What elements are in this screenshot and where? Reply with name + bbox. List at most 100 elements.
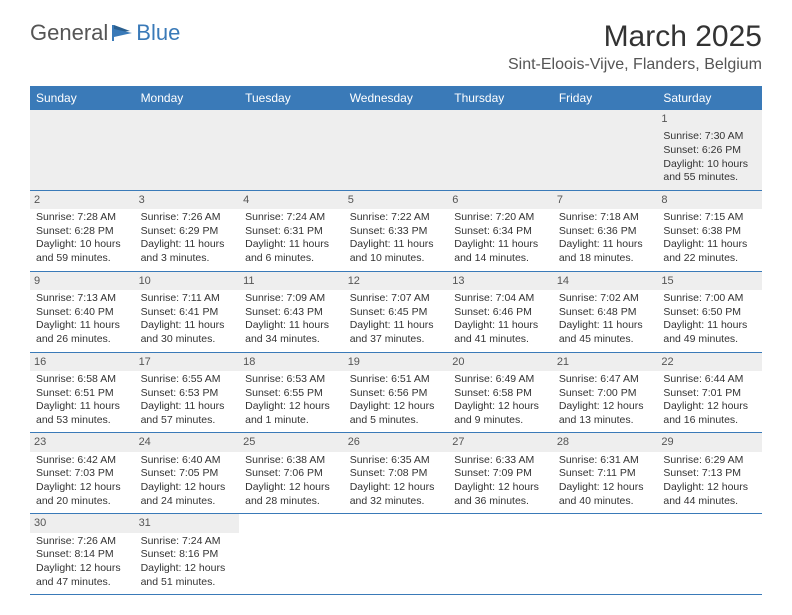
daylight-text: and 47 minutes. <box>36 576 129 590</box>
daylight-text: and 14 minutes. <box>454 252 547 266</box>
calendar-cell: 26Sunrise: 6:35 AMSunset: 7:08 PMDayligh… <box>344 433 449 514</box>
sunset-text: Sunset: 7:11 PM <box>559 467 652 481</box>
weekday-header: Monday <box>135 86 240 110</box>
sunrise-text: Sunrise: 7:11 AM <box>141 292 234 306</box>
sunrise-text: Sunrise: 7:00 AM <box>663 292 756 306</box>
sunrise-text: Sunrise: 6:53 AM <box>245 373 338 387</box>
daylight-text: and 9 minutes. <box>454 414 547 428</box>
day-number: 15 <box>657 272 762 290</box>
sunrise-text: Sunrise: 6:47 AM <box>559 373 652 387</box>
calendar-cell <box>239 110 344 190</box>
sunrise-text: Sunrise: 6:42 AM <box>36 454 129 468</box>
daylight-text: and 26 minutes. <box>36 333 129 347</box>
sunset-text: Sunset: 7:08 PM <box>350 467 443 481</box>
calendar-cell: 19Sunrise: 6:51 AMSunset: 6:56 PMDayligh… <box>344 352 449 433</box>
sunrise-text: Sunrise: 7:26 AM <box>36 535 129 549</box>
day-number: 18 <box>239 353 344 371</box>
month-title: March 2025 <box>508 20 762 54</box>
weekday-header: Thursday <box>448 86 553 110</box>
daylight-text: and 30 minutes. <box>141 333 234 347</box>
calendar-cell: 15 Sunrise: 7:00 AMSunset: 6:50 PMDayligh… <box>657 271 762 352</box>
daylight-text: Daylight: 11 hours <box>245 238 338 252</box>
day-number: 25 <box>239 433 344 451</box>
daylight-text: Daylight: 12 hours <box>141 481 234 495</box>
day-number: 31 <box>135 514 240 532</box>
sunset-text: Sunset: 6:46 PM <box>454 306 547 320</box>
sunrise-text: Sunrise: 7:24 AM <box>141 535 234 549</box>
header: General Blue March 2025 Sint-Eloois-Vijv… <box>30 20 762 74</box>
sunset-text: Sunset: 6:50 PM <box>663 306 756 320</box>
brand-logo: General Blue <box>30 20 180 46</box>
calendar-cell: 16Sunrise: 6:58 AMSunset: 6:51 PMDayligh… <box>30 352 135 433</box>
sunset-text: Sunset: 6:45 PM <box>350 306 443 320</box>
sunrise-text: Sunrise: 6:33 AM <box>454 454 547 468</box>
daylight-text: and 51 minutes. <box>141 576 234 590</box>
sunrise-text: Sunrise: 6:55 AM <box>141 373 234 387</box>
calendar-row: 16Sunrise: 6:58 AMSunset: 6:51 PMDayligh… <box>30 352 762 433</box>
calendar-cell <box>657 514 762 595</box>
daylight-text: Daylight: 11 hours <box>663 319 756 333</box>
calendar-cell: 17Sunrise: 6:55 AMSunset: 6:53 PMDayligh… <box>135 352 240 433</box>
calendar-cell: 18Sunrise: 6:53 AMSunset: 6:55 PMDayligh… <box>239 352 344 433</box>
sunset-text: Sunset: 6:26 PM <box>663 144 756 158</box>
sunset-text: Sunset: 6:43 PM <box>245 306 338 320</box>
sunrise-text: Sunrise: 6:31 AM <box>559 454 652 468</box>
sunset-text: Sunset: 6:28 PM <box>36 225 129 239</box>
weekday-header-row: Sunday Monday Tuesday Wednesday Thursday… <box>30 86 762 110</box>
daylight-text: Daylight: 12 hours <box>350 400 443 414</box>
sunrise-text: Sunrise: 7:26 AM <box>141 211 234 225</box>
sunset-text: Sunset: 7:09 PM <box>454 467 547 481</box>
sunrise-text: Sunrise: 7:28 AM <box>36 211 129 225</box>
day-number: 20 <box>448 353 553 371</box>
flag-icon <box>110 23 134 43</box>
daylight-text: Daylight: 11 hours <box>245 319 338 333</box>
calendar-cell: 24Sunrise: 6:40 AMSunset: 7:05 PMDayligh… <box>135 433 240 514</box>
day-number: 28 <box>553 433 658 451</box>
day-number: 19 <box>344 353 449 371</box>
sunrise-text: Sunrise: 7:20 AM <box>454 211 547 225</box>
sunrise-text: Sunrise: 6:49 AM <box>454 373 547 387</box>
day-number: 4 <box>239 191 344 209</box>
daylight-text: and 10 minutes. <box>350 252 443 266</box>
daylight-text: and 41 minutes. <box>454 333 547 347</box>
daylight-text: and 40 minutes. <box>559 495 652 509</box>
title-block: March 2025 Sint-Eloois-Vijve, Flanders, … <box>508 20 762 74</box>
day-number: 17 <box>135 353 240 371</box>
calendar-cell: 27Sunrise: 6:33 AMSunset: 7:09 PMDayligh… <box>448 433 553 514</box>
daylight-text: Daylight: 12 hours <box>663 400 756 414</box>
sunset-text: Sunset: 6:38 PM <box>663 225 756 239</box>
daylight-text: Daylight: 11 hours <box>663 238 756 252</box>
weekday-header: Tuesday <box>239 86 344 110</box>
sunset-text: Sunset: 6:41 PM <box>141 306 234 320</box>
calendar-cell: 10Sunrise: 7:11 AMSunset: 6:41 PMDayligh… <box>135 271 240 352</box>
calendar-row: 30Sunrise: 7:26 AMSunset: 8:14 PMDayligh… <box>30 514 762 595</box>
day-number: 5 <box>344 191 449 209</box>
calendar-cell: 25Sunrise: 6:38 AMSunset: 7:06 PMDayligh… <box>239 433 344 514</box>
sunrise-text: Sunrise: 6:35 AM <box>350 454 443 468</box>
calendar-cell: 11Sunrise: 7:09 AMSunset: 6:43 PMDayligh… <box>239 271 344 352</box>
day-number: 24 <box>135 433 240 451</box>
sunrise-text: Sunrise: 7:07 AM <box>350 292 443 306</box>
daylight-text: Daylight: 10 hours <box>663 158 756 172</box>
daylight-text: and 45 minutes. <box>559 333 652 347</box>
day-number: 11 <box>239 272 344 290</box>
calendar-cell: 29Sunrise: 6:29 AMSunset: 7:13 PMDayligh… <box>657 433 762 514</box>
day-number: 30 <box>30 514 135 532</box>
calendar-cell <box>448 110 553 190</box>
sunrise-text: Sunrise: 6:29 AM <box>663 454 756 468</box>
daylight-text: Daylight: 12 hours <box>454 400 547 414</box>
day-number: 2 <box>30 191 135 209</box>
daylight-text: Daylight: 12 hours <box>245 481 338 495</box>
daylight-text: Daylight: 11 hours <box>559 319 652 333</box>
calendar-cell: 2Sunrise: 7:28 AMSunset: 6:28 PMDaylight… <box>30 190 135 271</box>
daylight-text: and 22 minutes. <box>663 252 756 266</box>
sunrise-text: Sunrise: 6:40 AM <box>141 454 234 468</box>
daylight-text: Daylight: 11 hours <box>454 238 547 252</box>
calendar-cell: 30Sunrise: 7:26 AMSunset: 8:14 PMDayligh… <box>30 514 135 595</box>
sunrise-text: Sunrise: 7:30 AM <box>663 130 756 144</box>
calendar-row: 9Sunrise: 7:13 AMSunset: 6:40 PMDaylight… <box>30 271 762 352</box>
day-number: 23 <box>30 433 135 451</box>
daylight-text: Daylight: 12 hours <box>663 481 756 495</box>
calendar-cell <box>30 110 135 190</box>
daylight-text: Daylight: 12 hours <box>350 481 443 495</box>
